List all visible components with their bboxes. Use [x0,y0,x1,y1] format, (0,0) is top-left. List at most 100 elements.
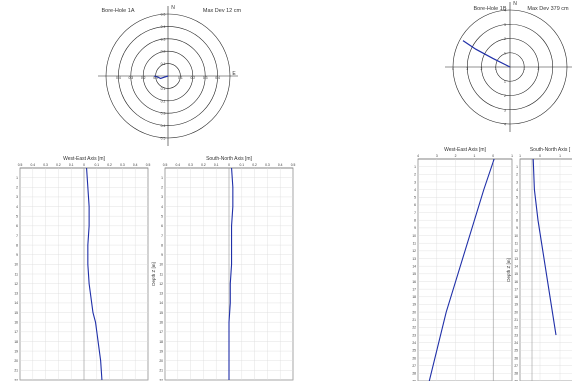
y-tick-label: 6 [161,224,163,228]
polar-h-tick: 4 [452,67,454,71]
x-tick-label: 1 [511,154,513,158]
plot-frame [417,158,513,381]
y-tick-label: 6 [16,224,18,228]
y-tick-label: 10 [514,234,518,238]
polar-v-tick: 0.1 [161,87,166,91]
y-tick-label: 9 [16,253,18,257]
y-tick-label: 7 [516,211,518,215]
y-tick-label: 28 [514,372,518,376]
plot-title: West-East Axis [m] [444,147,486,153]
y-tick-label: 2 [161,186,163,190]
y-tick-label: 13 [159,292,163,296]
polar-v-tick: 0.2 [161,50,166,54]
y-tick-label: 11 [413,242,417,246]
polar-v-tick: 0.5 [161,13,166,17]
polar-north-label: N [171,5,175,11]
polar-v-tick: 0.5 [161,137,166,141]
y-tick-label: 14 [514,264,518,268]
y-tick-label: 17 [159,330,163,334]
y-tick-label: 5 [516,196,518,200]
y-tick-label: 20 [412,310,416,314]
polar-h-tick: 0.3 [203,76,208,80]
y-tick-label: 5 [414,196,416,200]
y-tick-label: 4 [414,188,416,192]
y-tick-label: 25 [514,349,518,353]
y-tick-label: 15 [14,311,18,315]
y-tick-label: 1 [414,165,416,169]
polar-h-tick: 3 [466,67,468,71]
polar-title: Bore-Hole 1A [101,8,134,14]
polar-h-tick: 0.2 [190,76,195,80]
y-tick-label: 9 [161,253,163,257]
y-tick-label: 7 [16,234,18,238]
x-tick-label: 0.4 [133,163,138,167]
polar-h-tick: 1 [495,67,497,71]
y-tick-label: 3 [16,195,18,199]
depth-series-line [428,158,495,381]
x-tick-label: 0.4 [176,163,181,167]
polar-h-tick: 0.4 [116,76,121,80]
polar-h-tick: 0.1 [178,76,183,80]
y-tick-label: 22 [412,326,416,330]
polar-v-tick: 0.2 [161,99,166,103]
polar-v-tick: 1 [504,51,506,55]
x-tick-label: 1 [559,154,561,158]
y-tick-label: 26 [412,356,416,360]
y-tick-label: 23 [412,333,416,337]
polar-subtitle: Max Dev 12 cm [203,8,242,14]
y-tick-label: 17 [14,330,18,334]
y-tick-label: 4 [516,188,518,192]
x-tick-label: 0.1 [240,163,245,167]
y-tick-label: 19 [514,303,518,307]
y-tick-label: 11 [15,272,19,276]
y-tick-label: 14 [14,301,18,305]
y-tick-label: 10 [14,263,18,267]
y-tick-label: 3 [161,195,163,199]
y-tick-label: 4 [161,205,163,209]
y-tick-label: 13 [412,257,416,261]
polar-v-tick: 1 [504,80,506,84]
plot-title: South-North Axis [ [530,147,571,153]
x-tick-label: 0.3 [265,163,270,167]
depth-series-line [228,167,234,380]
y-tick-label: 6 [516,203,518,207]
y-tick-label: 16 [14,320,18,324]
y-tick-label: 15 [514,272,518,276]
y-tick-label: 22 [159,378,163,381]
y-tick-label: 1 [516,165,518,169]
y-tick-label: 2 [414,173,416,177]
y-tick-label: 4 [16,205,18,209]
y-tick-label: 16 [514,280,518,284]
polar-h-tick: 0.3 [128,76,133,80]
polar-plot-1 [98,6,238,146]
y-tick-label: 1 [161,176,163,180]
polar-v-tick: 4 [504,9,506,13]
y-tick-label: 20 [159,359,163,363]
polar-h-tick: 1 [523,67,525,71]
y-tick-label: 6 [414,203,416,207]
y-tick-label: 19 [14,349,18,353]
y-tick-label: 9 [414,226,416,230]
y-tick-label: 7 [161,234,163,238]
polar-v-tick: 0.4 [161,25,166,29]
y-tick-label: 13 [14,292,18,296]
polar-v-tick: 0.4 [161,124,166,128]
y-tick-label: 16 [412,280,416,284]
y-tick-label: 14 [159,301,163,305]
y-tick-label: 27 [514,364,518,368]
polar-v-tick: 3 [504,23,506,27]
y-tick-label: 21 [14,369,18,373]
y-tick-label: 10 [412,234,416,238]
y-tick-label: 20 [514,310,518,314]
y-tick-label: 1 [16,176,18,180]
polar-v-tick: 4 [504,123,506,127]
y-tick-label: 24 [412,341,416,345]
y-tick-label: 15 [412,272,416,276]
y-tick-label: 22 [514,326,518,330]
y-tick-label: 28 [412,372,416,376]
y-tick-label: 8 [161,243,163,247]
x-tick-label: 0.5 [163,163,168,167]
y-tick-label: 19 [412,303,416,307]
y-tick-label: 12 [159,282,163,286]
y-tick-label: 18 [14,340,18,344]
